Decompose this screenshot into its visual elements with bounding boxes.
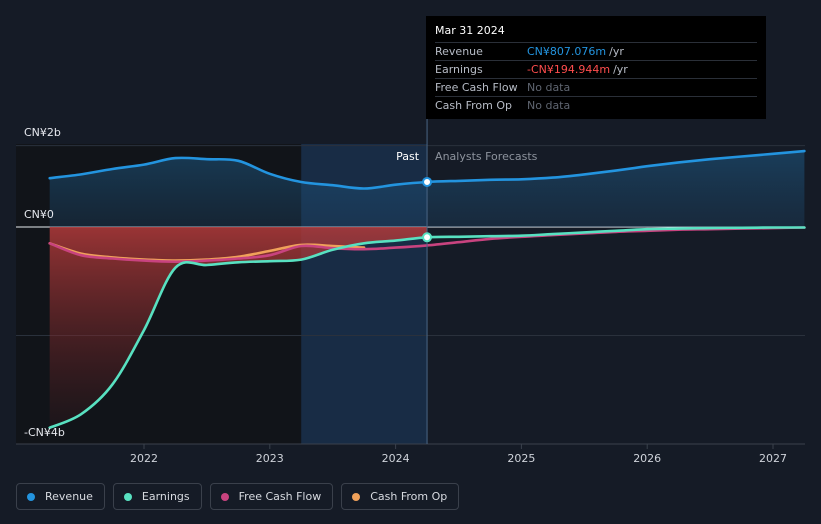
- legend-label: Free Cash Flow: [238, 490, 322, 503]
- earnings-marker: [422, 232, 433, 243]
- tooltip-label: Cash From Op: [435, 99, 513, 112]
- earnings-dot-icon: [123, 492, 132, 501]
- tooltip-value: No data: [527, 81, 571, 94]
- tooltip-row-cash-from-op: Cash From Op No data: [435, 96, 757, 114]
- tooltip-label: Revenue: [435, 45, 483, 58]
- tooltip-label: Free Cash Flow: [435, 81, 518, 94]
- legend-item-free-cash-flow[interactable]: Free Cash Flow: [209, 483, 334, 510]
- tooltip-value: No data: [527, 99, 571, 112]
- y-tick-label: -CN¥4b: [24, 426, 65, 439]
- free-cash-flow-dot-icon: [220, 492, 229, 501]
- legend-item-earnings[interactable]: Earnings: [112, 483, 202, 510]
- tooltip-row-earnings: Earnings -CN¥194.944m /yr: [435, 60, 757, 78]
- x-tick-label: 2025: [507, 452, 535, 465]
- forecast-label: Analysts Forecasts: [435, 150, 538, 163]
- revenue-marker: [422, 176, 433, 187]
- x-tick-label: 2026: [633, 452, 661, 465]
- tooltip: Mar 31 2024 Revenue CN¥807.076m /yr Earn…: [426, 16, 766, 119]
- tooltip-label: Earnings: [435, 63, 483, 76]
- axis-labels: CN¥2b CN¥0 -CN¥4b 2022 2023 2024 2025 2026 2027 P…: [24, 126, 787, 465]
- tooltip-row-free-cash-flow: Free Cash Flow No data: [435, 78, 757, 96]
- past-label: Past: [396, 150, 420, 163]
- legend-label: Cash From Op: [370, 490, 448, 503]
- tooltip-value: -CN¥194.944m: [527, 63, 611, 76]
- markers: [422, 176, 433, 243]
- x-tick-label: 2024: [382, 452, 410, 465]
- y-tick-label: CN¥2b: [24, 126, 61, 139]
- tooltip-value: CN¥807.076m: [527, 45, 607, 58]
- legend-item-revenue[interactable]: Revenue: [16, 483, 105, 510]
- x-tick-label: 2022: [130, 452, 158, 465]
- legend-label: Earnings: [141, 490, 190, 503]
- tooltip-unit: /yr: [613, 63, 628, 76]
- legend-item-cash-from-op[interactable]: Cash From Op: [341, 483, 460, 510]
- revenue-dot-icon: [27, 492, 35, 501]
- x-tick-label: 2023: [256, 452, 284, 465]
- tooltip-unit: /yr: [609, 45, 624, 58]
- y-tick-label: CN¥0: [24, 208, 54, 221]
- tooltip-row-revenue: Revenue CN¥807.076m /yr: [435, 42, 757, 60]
- cash-from-op-dot-icon: [352, 492, 361, 501]
- x-tick-label: 2027: [759, 452, 787, 465]
- earnings-area: [49, 227, 428, 428]
- legend: Revenue Earnings Free Cash Flow Cash Fro…: [16, 483, 460, 510]
- tooltip-date: Mar 31 2024: [435, 24, 505, 37]
- legend-label: Revenue: [45, 490, 93, 503]
